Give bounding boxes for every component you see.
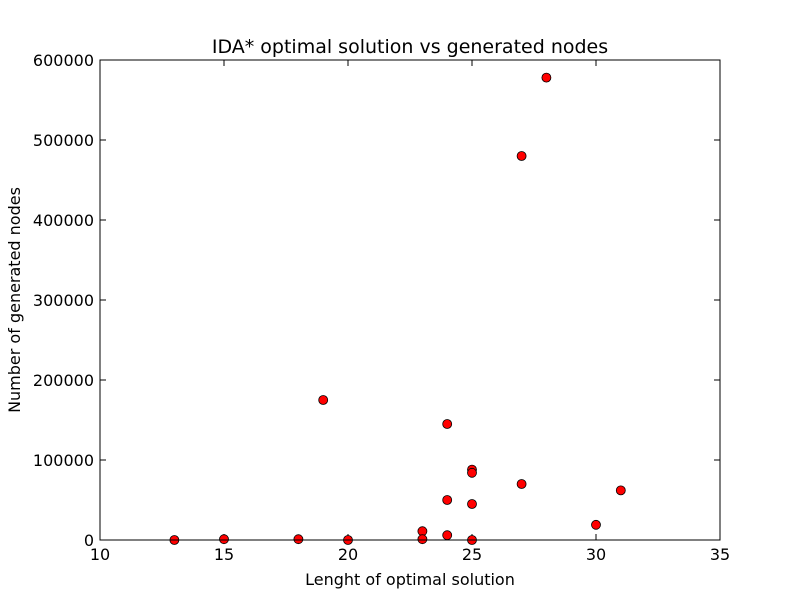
x-tick-label: 25 bbox=[462, 545, 482, 564]
data-point bbox=[467, 467, 477, 478]
plot-frame bbox=[99, 59, 721, 541]
y-tick-label: 400000 bbox=[33, 211, 94, 230]
chart-title: IDA* optimal solution vs generated nodes bbox=[212, 36, 608, 58]
y-tick-label: 0 bbox=[84, 531, 94, 550]
data-point bbox=[318, 395, 329, 405]
x-tick-label: 10 bbox=[90, 545, 110, 564]
data-point bbox=[219, 534, 229, 545]
ticks-layer: 10 15 20 25 30 35 0 100000 200000 300000 400000 500… bbox=[33, 51, 730, 564]
data-point bbox=[615, 485, 626, 496]
data-point bbox=[442, 495, 453, 505]
y-axis-label: Number of generated nodes bbox=[5, 187, 24, 413]
y-tick-label: 500000 bbox=[33, 131, 94, 150]
data-point bbox=[516, 151, 527, 161]
x-tick-label: 15 bbox=[214, 545, 234, 564]
x-tick-label: 20 bbox=[338, 545, 358, 564]
x-tick-label: 30 bbox=[586, 545, 606, 564]
y-tick-label: 100000 bbox=[33, 451, 94, 470]
x-axis-label: Lenght of optimal solution bbox=[305, 570, 515, 589]
y-tick-label: 300000 bbox=[33, 291, 94, 310]
data-point bbox=[293, 534, 304, 545]
data-point bbox=[442, 419, 453, 429]
y-tick-label: 200000 bbox=[33, 371, 94, 390]
data-point bbox=[417, 534, 428, 545]
data-point bbox=[541, 72, 552, 83]
y-tick-label: 600000 bbox=[33, 51, 94, 70]
x-tick-label: 35 bbox=[710, 545, 730, 564]
data-point bbox=[591, 519, 601, 530]
data-point bbox=[442, 530, 453, 541]
data-point bbox=[467, 499, 477, 509]
data-point bbox=[516, 479, 527, 489]
